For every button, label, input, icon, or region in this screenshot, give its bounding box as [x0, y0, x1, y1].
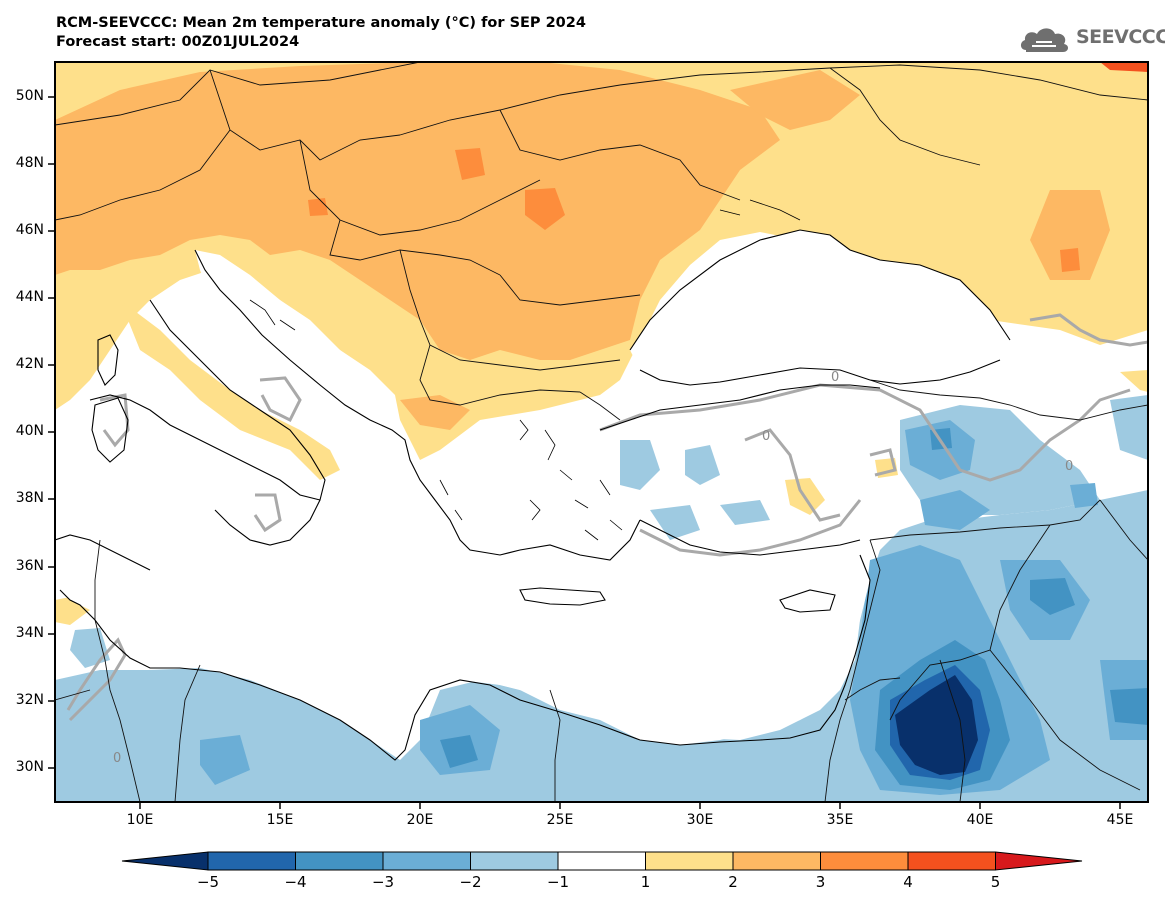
contour-label: 0 [1065, 459, 1073, 474]
zero-contours [66, 313, 1148, 722]
lon-label: 10E [126, 812, 154, 828]
warm-3-4-region [308, 198, 328, 216]
lat-label: 38N [15, 490, 44, 506]
warm-2-3-region [730, 70, 860, 130]
colorbar-label: −4 [284, 873, 307, 891]
chart-title: RCM-SEEVCCC: Mean 2m temperature anomaly… [56, 14, 586, 52]
colorbar-low-triangle [121, 851, 209, 871]
logo-text: SEEVCCC [1076, 26, 1165, 48]
cool-1-2-region [650, 505, 700, 540]
cool-3-4-region [1110, 688, 1148, 725]
cool-2-3-region [200, 735, 250, 785]
colorbar-label: −3 [371, 873, 395, 891]
cool-1-2-region [620, 440, 660, 490]
tick-marks [48, 96, 1121, 809]
colorbar-label: −5 [196, 873, 220, 891]
lat-label: 36N [15, 558, 44, 574]
adriatic-sea [195, 250, 400, 430]
cool-3-4-region [1030, 578, 1075, 615]
lon-label: 15E [266, 812, 294, 828]
coastlines [55, 229, 1011, 761]
warm-2-3-region [55, 62, 780, 360]
cool-2-3-region [920, 490, 990, 530]
cool-1-2-region [685, 445, 720, 485]
lon-label: 45E [1106, 812, 1134, 828]
lat-label: 34N [15, 625, 44, 641]
lon-label: 25E [546, 812, 574, 828]
colorbar-label: 3 [815, 873, 826, 891]
lon-label: 30E [686, 812, 714, 828]
warm-1-2-region [1120, 370, 1148, 392]
cool-5-region [895, 675, 978, 775]
cool-1-2-region [720, 500, 770, 525]
mediterranean-sea [55, 400, 870, 755]
title-line-2: Forecast start: 00Z01JUL2024 [56, 34, 300, 50]
warm-3-4-region [1060, 248, 1080, 272]
warm-2-3-region [1030, 190, 1110, 280]
lat-label: 40N [15, 423, 44, 439]
colorbar-label: 2 [728, 873, 738, 891]
contour-label: 0 [113, 751, 121, 766]
warm-3-4-region [525, 188, 565, 230]
black-sea [630, 230, 1010, 385]
borders [55, 62, 1148, 802]
warm-4-5-region [1100, 62, 1148, 72]
colorbar-label: 5 [990, 873, 1001, 891]
colorbar-label: 4 [903, 873, 913, 891]
colorbar-high-triangle [995, 851, 1083, 871]
cool-1-2-region [1110, 395, 1148, 460]
colorbar-label: −2 [459, 873, 482, 891]
lon-label: 20E [406, 812, 434, 828]
lat-label: 46N [15, 222, 44, 238]
lat-label: 48N [15, 155, 44, 171]
colorbar [121, 851, 1083, 871]
islands [249, 199, 801, 541]
lat-label: 42N [15, 356, 44, 372]
cool-3-4-region [440, 735, 478, 768]
cloud-icon [1020, 28, 1069, 52]
contour-label: 0 [831, 370, 839, 385]
colorbar-label: −1 [546, 873, 570, 891]
lon-label: 35E [826, 812, 854, 828]
lon-label: 40E [966, 812, 994, 828]
seevccc-logo: SEEVCCC [1018, 22, 1165, 56]
colorbar-label: 1 [640, 873, 651, 891]
lat-label: 30N [15, 759, 44, 775]
lat-label: 50N [15, 88, 44, 104]
contour-label: 0 [762, 429, 770, 444]
warm-3-4-region [455, 148, 485, 180]
lat-label: 32N [15, 692, 44, 708]
title-line-1: RCM-SEEVCCC: Mean 2m temperature anomaly… [56, 15, 586, 31]
cool-2-3-region [1070, 483, 1098, 508]
lat-label: 44N [15, 289, 44, 305]
